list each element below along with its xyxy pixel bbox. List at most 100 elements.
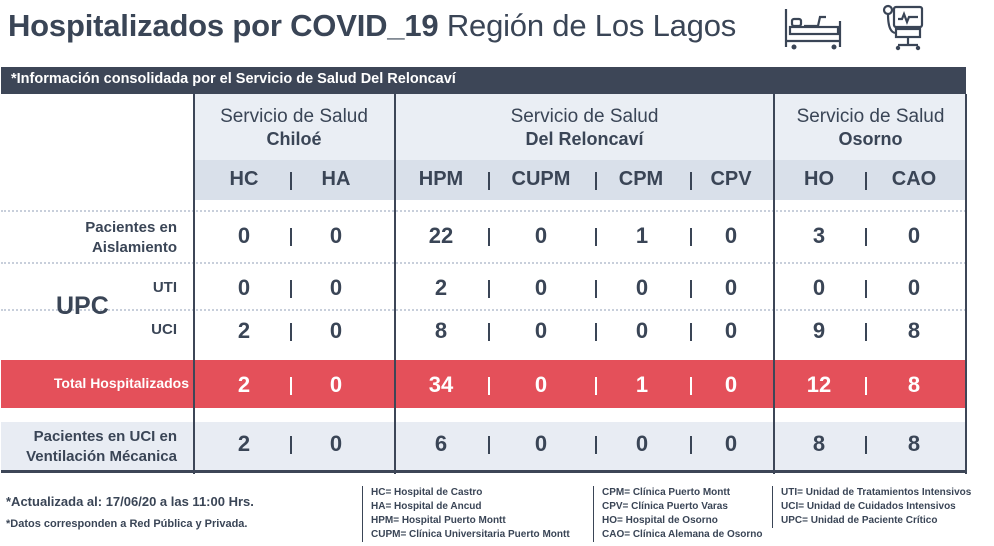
total-row-bar	[1, 360, 966, 408]
code-separator	[595, 172, 597, 190]
service-header-osorno: Servicio de Salud Osorno	[775, 106, 966, 150]
cell-uci-cao: 8	[907, 318, 921, 343]
cell-total-hpm: 34	[428, 372, 454, 397]
cell-aislamiento-ho: 3	[812, 223, 826, 248]
cell-aislamiento-hc: 0	[237, 223, 251, 248]
codes-bg-osorno	[775, 160, 966, 200]
legend-column-1: HC= Hospital de Castro HA= Hospital de A…	[362, 486, 570, 542]
cell-uci-ho: 9	[812, 318, 826, 343]
code-cpm: CPM	[618, 168, 664, 190]
cell-separator	[290, 228, 292, 246]
code-separator	[865, 172, 867, 190]
cell-aislamiento-cao: 0	[907, 223, 921, 248]
hospitalization-table: Servicio de Salud Chiloé Servicio de Sal…	[1, 94, 967, 474]
legend-item: CAO= Clínica Alemana de Osorno	[602, 529, 763, 540]
ventilation-row-bg	[1, 422, 966, 472]
service-line1: Servicio de Salud	[796, 106, 945, 127]
source-note: *Datos corresponden a Red Pública y Priv…	[6, 518, 248, 530]
column-divider	[773, 94, 775, 474]
cell-ventilacion-ho: 8	[812, 431, 826, 456]
cell-separator	[488, 280, 490, 298]
column-divider	[193, 94, 195, 474]
legend-item: CPV= Clínica Puerto Varas	[602, 501, 728, 512]
row-divider	[1, 210, 966, 212]
code-cupm: CUPM	[511, 168, 571, 190]
cell-uci-cpm: 0	[635, 318, 649, 343]
row-label-line: Pacientes en	[85, 219, 177, 236]
cell-separator	[865, 377, 867, 395]
cell-aislamiento-ha: 0	[329, 223, 343, 248]
cell-ventilacion-hpm: 6	[434, 431, 448, 456]
code-hpm: HPM	[418, 168, 464, 190]
cell-total-cao: 8	[907, 372, 921, 397]
cell-separator	[690, 377, 692, 395]
legend-item: HA= Hospital de Ancud	[371, 501, 482, 512]
code-separator	[690, 172, 692, 190]
service-name: Del Reloncaví	[525, 129, 644, 149]
cell-uci-cpv: 0	[724, 318, 738, 343]
cell-uci-cupm: 0	[534, 318, 548, 343]
service-line1: Servicio de Salud	[220, 106, 368, 127]
row-label-total: Total Hospitalizados	[53, 375, 189, 391]
row-label-line: Ventilación Mécanica	[26, 448, 177, 465]
cell-separator	[488, 323, 490, 341]
cell-ventilacion-ha: 0	[329, 431, 343, 456]
code-hc: HC	[229, 168, 259, 190]
legend-item: UPC= Unidad de Paciente Crítico	[781, 515, 938, 526]
service-name: Osorno	[838, 129, 903, 149]
cell-separator	[690, 280, 692, 298]
title-bold: Hospitalizados por COVID_19	[8, 8, 439, 43]
cell-uti-ho: 0	[812, 275, 826, 300]
cell-uti-ha: 0	[329, 275, 343, 300]
hospital-bed-icon	[782, 3, 844, 51]
cell-separator	[595, 436, 597, 454]
cell-total-ha: 0	[329, 372, 343, 397]
code-ho: HO	[804, 168, 834, 190]
cell-ventilacion-cupm: 0	[534, 431, 548, 456]
cell-uti-cpm: 0	[635, 275, 649, 300]
page-title: Hospitalizados por COVID_19 Región de Lo…	[8, 8, 736, 44]
cell-separator	[488, 436, 490, 454]
column-divider	[965, 94, 967, 474]
legend-item: CPM= Clínica Puerto Montt	[602, 487, 731, 498]
cell-separator	[290, 377, 292, 395]
cell-aislamiento-cupm: 0	[534, 223, 548, 248]
code-separator	[290, 172, 292, 190]
cell-uti-cpv: 0	[724, 275, 738, 300]
cell-ventilacion-cpv: 0	[724, 431, 738, 456]
cell-uti-hc: 0	[237, 275, 251, 300]
cell-aislamiento-cpm: 1	[635, 223, 649, 248]
cell-total-hc: 2	[237, 372, 251, 397]
cell-separator	[488, 228, 490, 246]
row-label-line: Pacientes en UCI en	[33, 428, 177, 445]
row-divider	[1, 309, 966, 311]
legend-item: HC= Hospital de Castro	[371, 487, 483, 498]
cell-uci-hc: 2	[237, 318, 251, 343]
row-label-uti: UTI	[152, 279, 177, 296]
cell-separator	[865, 323, 867, 341]
cell-separator	[865, 280, 867, 298]
cell-uci-ha: 0	[329, 318, 343, 343]
cell-separator	[488, 377, 490, 395]
cell-total-cupm: 0	[534, 372, 548, 397]
code-cpv: CPV	[710, 168, 752, 190]
ventilator-icon	[880, 3, 928, 51]
cell-separator	[595, 228, 597, 246]
legend-column-2: CPM= Clínica Puerto Montt CPV= Clínica P…	[593, 486, 763, 542]
cell-uti-cao: 0	[907, 275, 921, 300]
cell-total-cpm: 1	[635, 372, 649, 397]
row-divider	[1, 262, 966, 264]
table-bottom-border	[1, 470, 966, 473]
cell-aislamiento-hpm: 22	[428, 223, 454, 248]
code-separator	[488, 172, 490, 190]
cell-ventilacion-hc: 2	[237, 431, 251, 456]
service-name: Chiloé	[266, 129, 322, 149]
cell-separator	[290, 323, 292, 341]
updated-note: *Actualizada al: 17/06/20 a las 11:00 Hr…	[6, 494, 254, 509]
column-divider	[394, 94, 396, 474]
legend-item: UTI= Unidad de Tratamientos Intensivos	[781, 487, 972, 498]
cell-separator	[690, 436, 692, 454]
legend-item: CUPM= Clínica Universitaria Puerto Montt	[371, 529, 570, 540]
cell-separator	[595, 323, 597, 341]
codes-bg-chiloe	[194, 160, 394, 200]
